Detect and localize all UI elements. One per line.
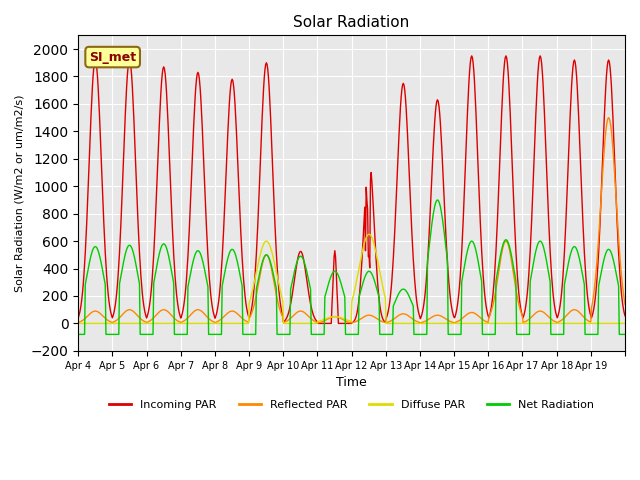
Incoming PAR <box>409 243 417 249</box>
Reflected PAR <box>605 115 612 120</box>
Diffuse PAR <box>621 321 629 326</box>
Diffuse PAR <box>439 321 447 326</box>
Incoming PAR <box>287 301 294 307</box>
Incoming PAR <box>621 313 629 319</box>
Net Radiation <box>439 222 447 228</box>
Reflected PAR <box>239 316 246 322</box>
Line: Reflected PAR: Reflected PAR <box>78 118 625 323</box>
Diffuse PAR <box>138 321 146 326</box>
Reflected PAR <box>621 301 629 307</box>
Reflected PAR <box>74 320 82 325</box>
Incoming PAR <box>138 290 146 296</box>
Incoming PAR <box>314 321 321 326</box>
Text: SI_met: SI_met <box>89 50 136 63</box>
Line: Diffuse PAR: Diffuse PAR <box>78 234 625 324</box>
Line: Net Radiation: Net Radiation <box>78 200 625 335</box>
Net Radiation <box>287 287 294 292</box>
Net Radiation <box>138 332 146 337</box>
Legend: Incoming PAR, Reflected PAR, Diffuse PAR, Net Radiation: Incoming PAR, Reflected PAR, Diffuse PAR… <box>104 396 598 415</box>
Incoming PAR <box>266 100 274 106</box>
Incoming PAR <box>74 315 82 321</box>
Reflected PAR <box>266 259 274 265</box>
Line: Incoming PAR: Incoming PAR <box>78 56 625 324</box>
Incoming PAR <box>239 266 246 272</box>
Y-axis label: Solar Radiation (W/m2 or um/m2/s): Solar Radiation (W/m2 or um/m2/s) <box>15 95 25 292</box>
Diffuse PAR <box>409 321 417 326</box>
Incoming PAR <box>468 53 476 59</box>
Diffuse PAR <box>365 231 373 237</box>
Diffuse PAR <box>74 321 82 326</box>
Net Radiation <box>239 332 246 337</box>
Title: Solar Radiation: Solar Radiation <box>294 15 410 30</box>
Diffuse PAR <box>239 321 246 326</box>
Net Radiation <box>621 332 629 337</box>
Net Radiation <box>408 300 415 305</box>
Incoming PAR <box>439 175 447 180</box>
X-axis label: Time: Time <box>336 376 367 389</box>
Reflected PAR <box>409 316 417 322</box>
Net Radiation <box>434 197 442 203</box>
Net Radiation <box>266 258 274 264</box>
Diffuse PAR <box>266 243 274 249</box>
Net Radiation <box>74 332 82 337</box>
Reflected PAR <box>287 315 294 321</box>
Reflected PAR <box>439 314 447 320</box>
Diffuse PAR <box>287 321 294 326</box>
Reflected PAR <box>138 317 146 323</box>
Reflected PAR <box>314 320 321 326</box>
